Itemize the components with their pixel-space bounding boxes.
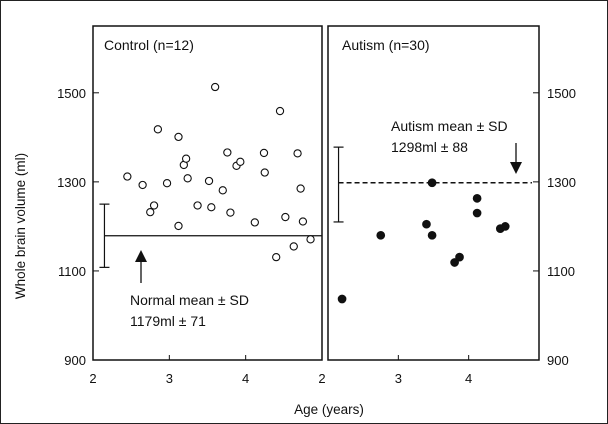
control-data-point bbox=[162, 179, 172, 188]
control-data-point bbox=[281, 212, 290, 222]
control-data-point bbox=[296, 184, 305, 193]
control-data-point bbox=[138, 180, 147, 190]
autism-points bbox=[337, 178, 510, 304]
autism-data-point bbox=[376, 230, 386, 240]
y-axis-title: Whole brain volume (ml) bbox=[13, 153, 28, 299]
control-data-point bbox=[260, 168, 269, 177]
y-tick-label: 1500 bbox=[57, 86, 86, 101]
autism-annotation-line2: 1298ml ± 88 bbox=[391, 139, 468, 155]
control-data-point bbox=[272, 252, 281, 262]
control-data-point bbox=[275, 106, 285, 116]
control-data-point bbox=[174, 132, 183, 142]
autism-data-point bbox=[455, 252, 464, 262]
control-data-point bbox=[183, 174, 192, 183]
control-annotation-arrow bbox=[135, 250, 147, 283]
control-data-point bbox=[293, 149, 302, 158]
control-data-point bbox=[181, 154, 191, 163]
control-data-point bbox=[146, 207, 155, 217]
autism-data-point bbox=[427, 230, 437, 240]
x-tick-label: 3 bbox=[166, 371, 173, 386]
autism-data-point bbox=[472, 193, 482, 203]
panel-autism-frame bbox=[327, 25, 540, 361]
panel-control-title: Control (n=12) bbox=[104, 37, 194, 53]
autism-data-point bbox=[500, 222, 510, 231]
x-tick-label: 4 bbox=[465, 371, 472, 386]
control-data-point bbox=[259, 148, 269, 158]
y-tick-label: 1300 bbox=[57, 175, 86, 190]
control-data-point bbox=[306, 235, 315, 244]
y-tick-label-right: 900 bbox=[547, 353, 569, 368]
y-axis-right: 900 1100 1300 1500 bbox=[533, 86, 576, 368]
control-data-point bbox=[193, 201, 202, 210]
control-ticks: 2 3 4 2 bbox=[89, 355, 326, 386]
control-data-point bbox=[153, 125, 163, 134]
control-data-point bbox=[149, 201, 159, 210]
autism-sd-bar bbox=[333, 146, 344, 223]
control-points bbox=[123, 82, 315, 262]
arrow-up-icon bbox=[135, 250, 147, 262]
control-annotation-line1: Normal mean ± SD bbox=[130, 292, 249, 308]
autism-annotation-line1: Autism mean ± SD bbox=[391, 118, 508, 134]
control-data-point bbox=[210, 82, 220, 92]
control-data-point bbox=[223, 148, 232, 157]
autism-data-point bbox=[472, 208, 482, 218]
arrow-down-icon bbox=[510, 162, 522, 174]
control-data-point bbox=[236, 157, 245, 166]
panel-autism-title: Autism (n=30) bbox=[342, 37, 430, 53]
panel-autism: Autism (n=30) Autism mean ± SD 1298ml ± … bbox=[327, 25, 540, 386]
control-data-point bbox=[289, 242, 298, 251]
y-tick-label-right: 1500 bbox=[547, 86, 576, 101]
control-sd-bar bbox=[99, 203, 110, 268]
control-data-point bbox=[298, 217, 308, 226]
x-tick-label: 2 bbox=[89, 371, 96, 386]
control-data-point bbox=[226, 208, 235, 217]
autism-data-point bbox=[422, 219, 431, 229]
control-annotation-line2: 1179ml ± 71 bbox=[130, 313, 206, 329]
autism-annotation-arrow bbox=[510, 143, 522, 174]
autism-data-point bbox=[427, 178, 437, 188]
control-data-point bbox=[204, 176, 214, 186]
control-data-point bbox=[123, 172, 132, 181]
autism-data-point bbox=[337, 294, 347, 304]
x-tick-label: 2 bbox=[318, 371, 325, 386]
panel-control: Control (n=12) Normal mean ± SD 1179ml ±… bbox=[89, 25, 326, 386]
control-data-point bbox=[250, 218, 259, 227]
panel-control-frame bbox=[92, 25, 323, 361]
y-tick-label-right: 1100 bbox=[547, 264, 575, 279]
y-tick-label: 1100 bbox=[58, 264, 86, 279]
autism-data-point bbox=[450, 258, 459, 267]
x-axis-title: Age (years) bbox=[294, 402, 364, 417]
x-tick-label: 3 bbox=[395, 371, 402, 386]
y-axis-left: 900 1100 1300 1500 bbox=[57, 86, 99, 368]
control-data-point bbox=[174, 221, 183, 231]
y-tick-label-right: 1300 bbox=[547, 175, 576, 190]
control-data-point bbox=[207, 203, 216, 212]
y-tick-label: 900 bbox=[64, 353, 86, 368]
control-data-point bbox=[218, 186, 227, 195]
x-tick-label: 4 bbox=[242, 371, 249, 386]
